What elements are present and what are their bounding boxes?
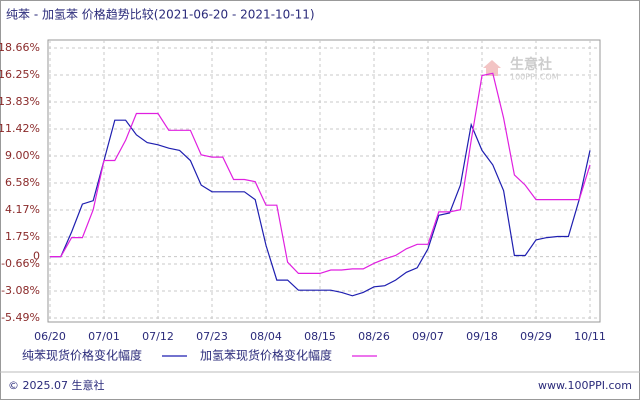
x-tick-label: 07/23	[196, 330, 228, 343]
series-line	[50, 119, 591, 297]
y-tick-label: 16.25%	[0, 68, 40, 81]
legend-label: 加氢苯现货价格变化幅度	[200, 348, 332, 363]
y-tick-label: 11.42%	[0, 122, 40, 135]
plot-area	[47, 39, 601, 323]
chart-title: 纯苯 - 加氢苯 价格趋势比较(2021-06-20 - 2021-10-11)	[6, 7, 315, 22]
y-tick-label: 13.83%	[0, 95, 40, 108]
x-tick-label: 08/15	[304, 330, 336, 343]
watermark-icon	[483, 60, 501, 76]
series-line	[50, 72, 591, 274]
y-tick-label: 9.00%	[5, 149, 40, 162]
x-tick-label: 09/29	[520, 330, 552, 343]
watermark-sub: 100PPI.COM	[510, 73, 559, 82]
x-tick-label: 07/12	[142, 330, 174, 343]
x-tick-label: 10/11	[574, 330, 606, 343]
y-tick-label: 6.58%	[5, 176, 40, 189]
legend-label: 纯苯现货价格变化幅度	[22, 348, 142, 363]
y-tick-label: 0	[33, 250, 40, 263]
watermark-text: 生意社	[510, 56, 552, 73]
x-tick-label: 06/20	[34, 330, 66, 343]
footer-right: www.100PPI.com	[538, 379, 632, 392]
x-tick-label: 09/18	[466, 330, 498, 343]
x-tick-label: 08/26	[358, 330, 390, 343]
y-tick-label: 18.66%	[0, 41, 40, 54]
y-tick-label: 4.17%	[5, 203, 40, 216]
x-tick-label: 09/07	[412, 330, 444, 343]
y-tick-label: -5.49%	[1, 311, 40, 324]
y-tick-label: 1.75%	[5, 230, 40, 243]
y-tick-label: -3.08%	[1, 284, 40, 297]
watermark: 生意社 100PPI.COM	[483, 56, 559, 82]
x-tick-label: 08/04	[250, 330, 282, 343]
y-tick-label: -0.66%	[1, 257, 40, 270]
x-tick-label: 07/01	[88, 330, 120, 343]
footer-left: © 2025.07 生意社	[8, 378, 104, 392]
